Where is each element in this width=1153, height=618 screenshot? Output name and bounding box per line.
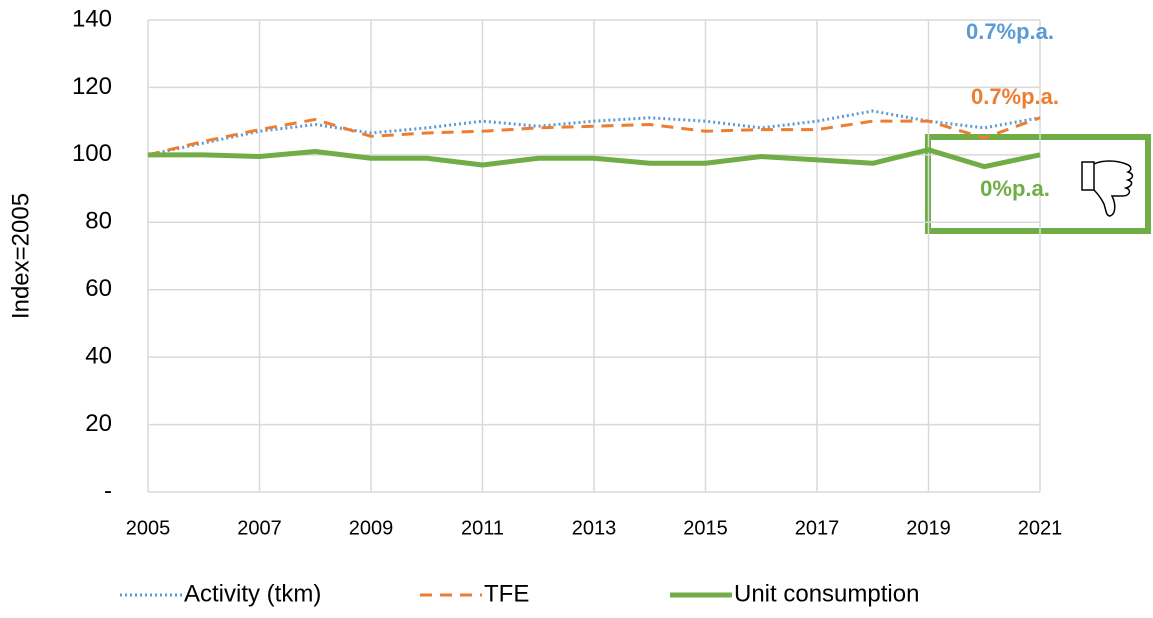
y-tick-label: 40 <box>85 342 112 369</box>
series-line <box>147 109 1041 157</box>
x-tick-label: 2007 <box>237 517 282 539</box>
x-tick-label: 2011 <box>461 517 504 539</box>
y-tick-label: 120 <box>72 73 112 100</box>
y-tick-label: 20 <box>85 410 112 437</box>
annotation: 0.7%p.a. <box>966 19 1054 44</box>
x-tick-label: 2009 <box>349 517 394 539</box>
y-axis-title: Index=2005 <box>7 193 34 319</box>
series-line <box>147 116 1041 157</box>
y-tick-label: 60 <box>85 275 112 302</box>
x-tick-label: 2015 <box>683 517 728 539</box>
y-tick-label: - <box>104 477 112 504</box>
y-tick-label: 140 <box>72 5 112 32</box>
legend-label: Activity (tkm) <box>184 580 321 607</box>
series-line <box>148 147 1041 170</box>
y-tick-label: 80 <box>85 208 112 235</box>
x-tick-label: 2019 <box>906 517 951 539</box>
y-tick-label: 100 <box>72 140 112 167</box>
annotation: 0.7%p.a. <box>971 84 1059 109</box>
x-tick-label: 2021 <box>1018 517 1063 539</box>
x-tick-label: 2005 <box>126 517 171 539</box>
legend-label: Unit consumption <box>734 580 919 607</box>
annotation: 0%p.a. <box>980 176 1050 201</box>
legend-label: TFE <box>484 580 529 607</box>
x-tick-label: 2017 <box>795 517 840 539</box>
x-tick-label: 2013 <box>572 517 617 539</box>
thumbs-down-icon <box>1081 160 1134 217</box>
